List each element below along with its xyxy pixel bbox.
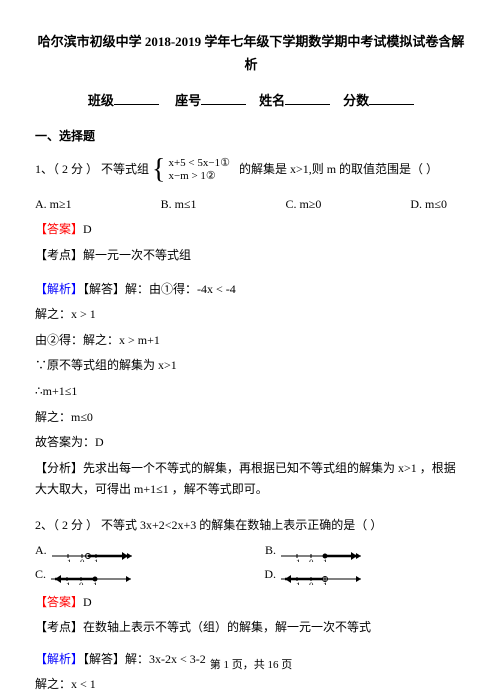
page-footer: 第 1 页，共 16 页: [0, 656, 502, 676]
topic-label: 【考点】: [35, 620, 83, 634]
svg-text:0: 0: [79, 581, 84, 585]
blank: [114, 91, 159, 105]
svg-text:-1: -1: [293, 558, 301, 562]
q1-eq-bot: x−m > 1②: [168, 170, 215, 182]
q1-analysis: 【分析】先求出每一个不等式的解集，再根据已知不等式组的解集为 x>1 ，根据大大…: [35, 458, 467, 501]
q2-choice-c: C. -1 0 1: [35, 564, 137, 586]
q1-stem: 1、（ 2 分 ） 不等式组 { x+5 < 5x−1① x−m > 1② 的解…: [35, 156, 467, 184]
q2-choice-a: A. -1 0 1: [35, 540, 138, 562]
svg-text:-1: -1: [64, 558, 72, 562]
q1-explain-5: ∴m+1≤1: [35, 381, 467, 403]
svg-text:0: 0: [80, 558, 85, 562]
section-title: 一、选择题: [35, 126, 467, 148]
svg-text:1: 1: [93, 581, 98, 585]
q2-answer: 【答案】D: [35, 592, 467, 614]
q1-choices: A. m≥1 B. m≤1 C. m≥0 D. m≤0: [35, 194, 467, 216]
q1-explain-2: 解之：x > 1: [35, 304, 467, 326]
q1-explain-7: 故答案为：D: [35, 432, 467, 454]
q1-explain-6: 解之：m≤0: [35, 407, 467, 429]
svg-text:-1: -1: [63, 581, 71, 585]
q2-row-ab: A. -1 0 1 B. -1 0 1: [35, 540, 467, 562]
svg-text:1: 1: [323, 581, 328, 585]
numberline-b-icon: -1 0 1: [279, 542, 367, 562]
q1-stem-part1: 1、（ 2 分 ） 不等式组: [35, 162, 149, 176]
q2-choice-d: D. -1 0 1: [264, 564, 367, 586]
label-d: D.: [264, 567, 276, 581]
explain-text: 【解答】解：由①得：-4x < -4: [83, 282, 236, 296]
q1-explain-3: 由②得：解之：x > m+1: [35, 330, 467, 352]
q1-explain-4: ∵原不等式组的解集为 x>1: [35, 355, 467, 377]
svg-text:1: 1: [94, 558, 99, 562]
q1-choice-b: B. m≤1: [161, 194, 197, 216]
label-c: C.: [35, 567, 46, 581]
q2-stem: 2、（ 2 分 ） 不等式 3x+2<2x+3 的解集在数轴上表示正确的是（ ）: [35, 515, 467, 537]
answer-text: D: [83, 222, 92, 236]
q1-stem-part2: 的解集是 x>1,则 m 的取值范围是（ ）: [239, 162, 438, 176]
class-label: 班级: [88, 93, 114, 108]
analysis-label: 【分析】: [35, 461, 83, 475]
answer-label: 【答案】: [35, 595, 83, 609]
numberline-d-icon: -1 0 1: [279, 565, 367, 585]
q2-explain-2: 解之：x < 1: [35, 674, 467, 696]
doc-title: 哈尔滨市初级中学 2018-2019 学年七年级下学期数学期中考试模拟试卷含解析: [35, 30, 467, 77]
q1-explain-1: 【解析】【解答】解：由①得：-4x < -4: [35, 279, 467, 301]
topic-text: 解一元一次不等式组: [83, 248, 191, 262]
q1-equations: x+5 < 5x−1① x−m > 1②: [168, 157, 229, 183]
explain-label: 【解析】: [35, 282, 83, 296]
numberline-a-icon: -1 0 1: [50, 542, 138, 562]
blank: [201, 91, 246, 105]
score-label: 分数: [343, 93, 369, 108]
svg-text:1: 1: [323, 558, 328, 562]
svg-text:0: 0: [309, 581, 314, 585]
blank: [285, 91, 330, 105]
q2-choice-b: B. -1 0 1: [265, 540, 367, 562]
blank: [369, 91, 414, 105]
svg-text:-1: -1: [293, 581, 301, 585]
brace-icon: {: [152, 156, 165, 184]
q1-answer: 【答案】D: [35, 219, 467, 241]
q1-choice-a: A. m≥1: [35, 194, 72, 216]
analysis-text: 先求出每一个不等式的解集，再根据已知不等式组的解集为 x>1 ，根据大大取大，可…: [35, 461, 456, 497]
label-b: B.: [265, 543, 276, 557]
q1-topic: 【考点】解一元一次不等式组: [35, 245, 467, 267]
q2-topic: 【考点】在数轴上表示不等式（组）的解集，解一元一次不等式: [35, 617, 467, 639]
name-label: 姓名: [259, 93, 285, 108]
seat-label: 座号: [175, 93, 201, 108]
label-a: A.: [35, 543, 47, 557]
q1-choice-d: D. m≤0: [410, 194, 447, 216]
q1-choice-c: C. m≥0: [285, 194, 321, 216]
topic-label: 【考点】: [35, 248, 83, 262]
svg-text:0: 0: [309, 558, 314, 562]
topic-text: 在数轴上表示不等式（组）的解集，解一元一次不等式: [83, 620, 371, 634]
answer-label: 【答案】: [35, 222, 83, 236]
answer-text: D: [83, 595, 92, 609]
numberline-c-icon: -1 0 1: [49, 565, 137, 585]
info-row: 班级 座号 姓名 分数: [35, 89, 467, 112]
q1-eq-top: x+5 < 5x−1①: [168, 157, 229, 169]
q2-row-cd: C. -1 0 1 D. -1 0 1: [35, 564, 467, 586]
